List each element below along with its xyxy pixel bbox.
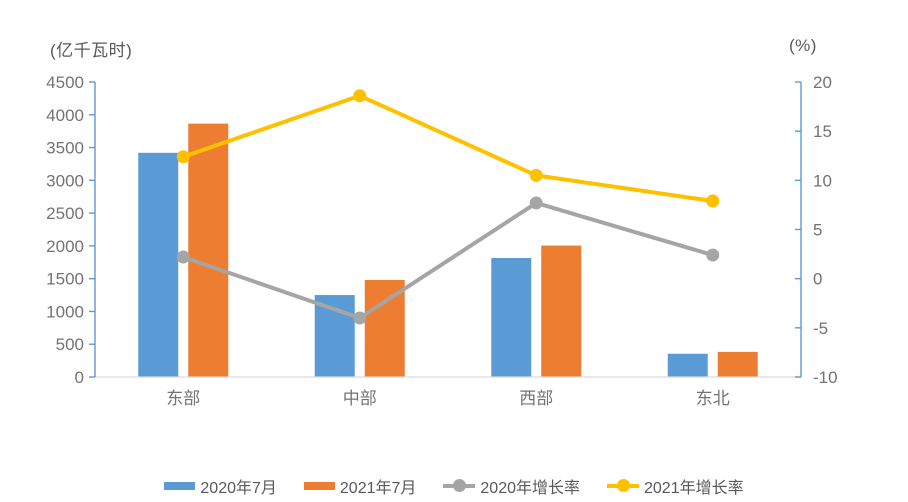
legend-line-swatch xyxy=(607,479,639,493)
right-axis-tick-label: 5 xyxy=(813,221,822,240)
bar-2021年7月-东部 xyxy=(188,123,229,377)
legend: 2020年7月 2021年7月 2020年增长率 2021年增长率 xyxy=(0,474,908,498)
right-axis-tick-label: -10 xyxy=(813,368,838,387)
legend-label: 2021年7月 xyxy=(339,480,417,497)
bar-2020年7月-东北 xyxy=(667,353,708,377)
left-axis-tick-label: 4500 xyxy=(46,73,84,92)
marker-2020年增长率-西部 xyxy=(529,196,543,210)
legend-label: 2020年增长率 xyxy=(480,480,580,497)
right-axis-tick-label: 15 xyxy=(813,122,832,141)
legend-line-marker xyxy=(617,479,630,492)
line-2021年增长率 xyxy=(181,93,715,203)
left-axis-tick-label: 3500 xyxy=(46,139,84,158)
category-label-中部: 中部 xyxy=(343,389,377,408)
legend-bar-swatch xyxy=(303,482,335,490)
category-label-东部: 东部 xyxy=(166,389,200,408)
left-axis-tick-label: 2500 xyxy=(46,204,84,223)
legend-line-marker xyxy=(453,479,467,492)
left-axis-tick-label: 1500 xyxy=(46,270,84,289)
marker-2021年增长率-东部 xyxy=(176,150,190,164)
marker-2021年增长率-中部 xyxy=(353,89,367,103)
legend-label: 2020年7月 xyxy=(200,480,277,497)
left-axis-tick-label: 500 xyxy=(56,335,84,354)
marker-2020年增长率-东部 xyxy=(176,250,190,264)
right-axis-tick-label: -5 xyxy=(813,319,828,338)
legend-item-2021年增长率: 2021年增长率 xyxy=(607,474,744,498)
left-axis-tick-label: 3000 xyxy=(46,171,84,190)
left-axis-tick-label: 1000 xyxy=(46,302,84,321)
right-axis-tick-label: 10 xyxy=(813,171,832,190)
marker-2020年增长率-中部 xyxy=(353,311,367,325)
left-axis-tick-label: 4000 xyxy=(46,106,84,125)
bar-2020年7月-东部 xyxy=(138,152,179,377)
bar-2020年7月-西部 xyxy=(491,258,532,377)
marker-2021年增长率-西部 xyxy=(529,168,543,182)
marker-2020年增长率-东北 xyxy=(706,248,720,262)
category-label-东北: 东北 xyxy=(696,389,730,408)
legend-label: 2021年增长率 xyxy=(644,480,744,497)
legend-bar-swatch xyxy=(164,482,196,490)
legend-item-2021年7月: 2021年7月 xyxy=(303,474,417,498)
left-axis-title: (亿千瓦时) xyxy=(50,41,133,60)
legend-item-2020年增长率: 2020年增长率 xyxy=(443,474,580,498)
left-axis-tick-label: 0 xyxy=(75,368,84,387)
left-axis-tick-label: 2000 xyxy=(46,237,84,256)
legend-line-swatch xyxy=(443,479,476,493)
right-axis-tick-label: 0 xyxy=(813,270,822,289)
bar-2021年7月-中部 xyxy=(364,279,405,377)
legend-item-2020年7月: 2020年7月 xyxy=(164,474,277,498)
right-axis-tick-label: 20 xyxy=(813,73,832,92)
marker-2021年增长率-东北 xyxy=(706,194,720,208)
line-2020年增长率 xyxy=(181,200,715,320)
category-label-西部: 西部 xyxy=(519,389,553,408)
bar-2021年7月-东北 xyxy=(717,351,758,377)
plot-area: 0 500 1000 1500 2000 2500 3000 3500 4000 4500 -10 -… xyxy=(46,73,838,408)
bar-2021年7月-西部 xyxy=(541,245,582,377)
right-axis-title: (%) xyxy=(789,36,817,55)
